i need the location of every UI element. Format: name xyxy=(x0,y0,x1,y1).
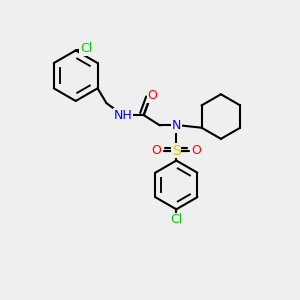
Text: O: O xyxy=(191,144,201,157)
Text: NH: NH xyxy=(113,109,132,122)
Text: Cl: Cl xyxy=(80,42,92,56)
Text: O: O xyxy=(148,89,158,102)
Text: O: O xyxy=(152,144,161,157)
Text: S: S xyxy=(172,144,181,158)
Text: Cl: Cl xyxy=(170,213,182,226)
Text: N: N xyxy=(172,119,181,132)
